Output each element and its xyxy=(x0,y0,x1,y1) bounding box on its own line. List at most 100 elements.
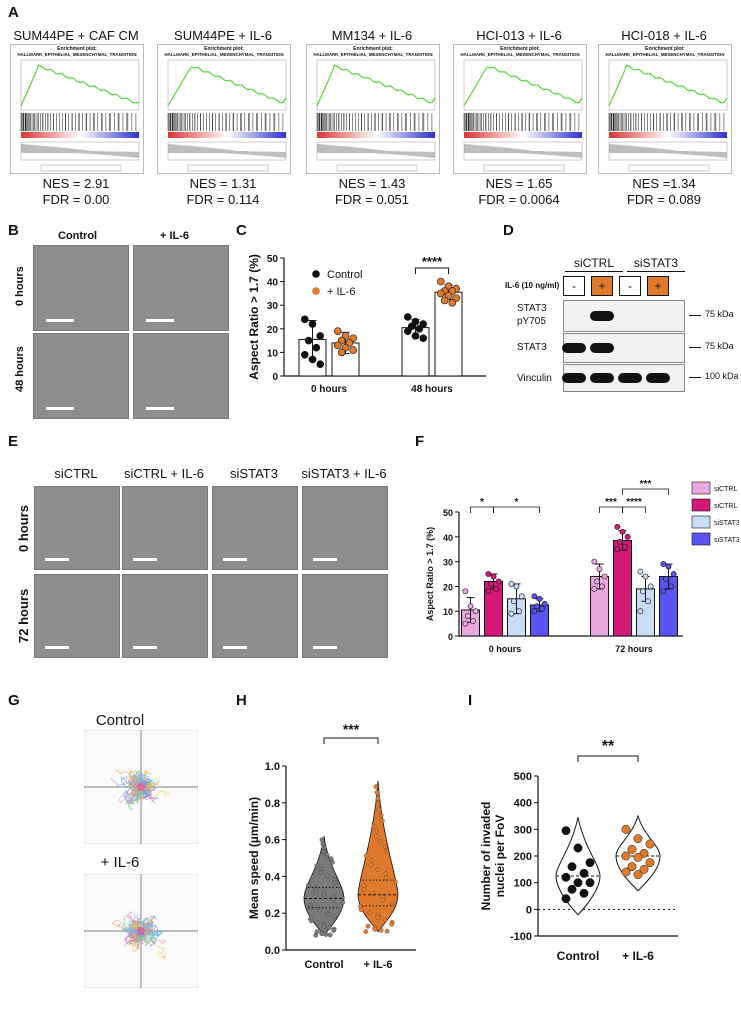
track-origin xyxy=(137,783,145,791)
data-point xyxy=(591,585,598,592)
data-point xyxy=(621,824,631,834)
data-point xyxy=(516,608,522,615)
data-point xyxy=(493,585,499,592)
gsea-title: SUM44PE + CAF CM xyxy=(13,28,139,43)
gsea-legend-box xyxy=(483,164,565,172)
data-point xyxy=(663,576,669,582)
gsea-es-frame xyxy=(167,59,287,111)
cell-track xyxy=(140,774,152,792)
data-point xyxy=(647,583,654,590)
blot-row-label: STAT3 xyxy=(517,342,547,353)
data-point xyxy=(619,528,626,535)
data-point xyxy=(304,336,313,345)
data-point xyxy=(308,320,317,328)
data-point xyxy=(660,588,667,595)
treatment-label: IL-6 (10 ng/ml) xyxy=(505,281,560,290)
b-col-control: Control xyxy=(58,230,98,242)
y-tick-label: 100 xyxy=(514,878,532,890)
y-tick-label: 0 xyxy=(526,904,532,916)
y-tick-label: 0.8 xyxy=(265,798,280,810)
chart-f: 0 10 20 30 40 50 Aspect Ratio > 1.7 (%) 0 hours… xyxy=(425,479,739,654)
gsea-plot: Enrichment plot: HALLMARK_EPITHELIAL_MESE… xyxy=(598,44,732,174)
gsea-gene-set: HALLMARK_EPITHELIAL_MESENCHYMAL_TRANSITI… xyxy=(313,52,433,57)
data-point xyxy=(365,923,371,929)
significance-label: * xyxy=(515,497,519,508)
significance-label: *** xyxy=(640,479,652,490)
x-tick-label: 72 hours xyxy=(615,644,653,654)
gsea-ranked-metric xyxy=(21,142,139,158)
data-point xyxy=(392,879,398,885)
data-point xyxy=(465,613,471,620)
data-point xyxy=(639,864,649,874)
micrograph-2-0 xyxy=(212,486,298,570)
blot-membrane xyxy=(562,364,685,392)
data-point xyxy=(378,812,384,818)
blot-group-line xyxy=(565,271,623,272)
y-tick-label: 0.2 xyxy=(265,908,280,920)
y-tick-label: 0.4 xyxy=(265,871,281,883)
data-point xyxy=(315,920,321,926)
treatment-sign: - xyxy=(563,276,585,296)
data-point xyxy=(375,801,381,807)
scale-bar xyxy=(223,558,247,561)
y-tick-label: 40 xyxy=(443,533,453,543)
gsea-nes: NES = 1.43 xyxy=(338,176,406,191)
y-tick-label: 0.0 xyxy=(265,945,280,957)
chart-c: 0 10 20 30 40 50 Aspect Ratio > 1.7 (%) 0 hours… xyxy=(247,254,486,395)
data-point xyxy=(614,546,621,553)
data-point xyxy=(642,573,649,580)
data-point xyxy=(470,618,476,625)
data-point xyxy=(579,868,589,878)
data-point xyxy=(594,578,600,585)
gsea-fdr: FDR = 0.089 xyxy=(626,192,702,207)
data-point xyxy=(640,588,646,595)
scale-bar xyxy=(45,646,69,649)
gsea-fdr: FDR = 0.114 xyxy=(186,192,260,207)
blot-group-siCTRL: siCTRL xyxy=(573,256,614,270)
data-point xyxy=(601,573,608,580)
significance-bracket xyxy=(622,488,669,495)
gsea-hits xyxy=(463,113,580,131)
data-point xyxy=(316,332,325,340)
legend-swatch xyxy=(691,481,711,495)
panel-letter-a: A xyxy=(8,4,19,21)
data-point xyxy=(531,608,538,615)
gsea-ranked-metric xyxy=(609,142,727,158)
legend-marker xyxy=(312,270,320,278)
y-tick-label: -100 xyxy=(510,931,532,943)
data-point xyxy=(536,595,543,602)
data-point xyxy=(358,907,364,912)
significance-label: ** xyxy=(602,738,615,755)
gsea-hits xyxy=(20,113,137,131)
y-tick-label: 0.6 xyxy=(265,835,280,847)
gsea-metric-frame xyxy=(608,141,728,161)
data-point xyxy=(375,796,381,801)
legend-swatch xyxy=(691,498,711,512)
gsea-title: SUM44PE + IL-6 xyxy=(174,28,272,43)
blot-band xyxy=(562,373,586,383)
y-axis-label: nuclei per FoV xyxy=(493,815,507,898)
gsea-plot-title: Enrichment plot: xyxy=(204,46,244,52)
data-point xyxy=(378,927,384,933)
gsea-nes: NES = 1.31 xyxy=(189,176,257,191)
data-point xyxy=(367,910,373,915)
blot-band xyxy=(590,311,614,321)
x-tick-label: 48 hours xyxy=(411,384,453,395)
significance-bracket xyxy=(577,755,639,762)
data-point xyxy=(300,350,309,359)
data-point xyxy=(513,583,520,590)
y-tick-label: 40 xyxy=(267,278,279,289)
gsea-es-frame xyxy=(20,59,140,111)
y-axis-label: Aspect Ratio > 1.7 (%) xyxy=(247,254,261,380)
data-point xyxy=(561,826,571,836)
cell-track xyxy=(124,784,144,805)
data-point xyxy=(585,858,595,868)
data-point xyxy=(627,844,637,854)
micrograph-0-1 xyxy=(34,574,120,658)
gsea-ranked-metric xyxy=(464,142,582,158)
data-point xyxy=(541,600,548,607)
gsea-plot-title: Enrichment plot: xyxy=(353,46,393,52)
panel-letter-b: B xyxy=(8,222,19,239)
data-point xyxy=(332,879,338,885)
gsea-metric-frame xyxy=(167,141,287,161)
